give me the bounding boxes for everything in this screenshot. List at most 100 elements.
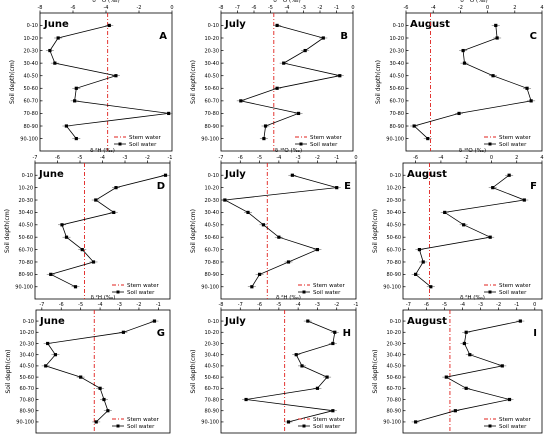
x-tick-label: 0 — [486, 5, 489, 11]
soil-water-point — [262, 136, 266, 141]
y-tick-label: 60-70 — [19, 386, 34, 392]
y-tick-label: 20-30 — [386, 198, 401, 204]
soil-water-point — [239, 99, 243, 103]
legend-soil-label: Soil water — [313, 290, 341, 296]
y-tick-label: 0-10 — [390, 173, 401, 179]
soil-water-point — [306, 319, 310, 323]
month-label: August — [407, 169, 447, 180]
soil-water-point — [223, 198, 227, 202]
y-tick-label: 50-60 — [204, 375, 219, 381]
x-tick-label: -1 — [334, 5, 339, 11]
y-axis-title: Soil depth(cm) — [4, 209, 11, 253]
y-tick-label: 0-10 — [393, 23, 404, 29]
y-tick-label: 10-20 — [386, 330, 401, 336]
soil-water-point — [250, 285, 254, 289]
soil-water-point — [495, 36, 499, 40]
panel-frame — [39, 12, 173, 152]
soil-water-point — [98, 386, 102, 390]
y-tick-label: 60-70 — [389, 99, 404, 105]
y-tick-label: 10-20 — [386, 185, 401, 191]
x-tick-label: -7 — [39, 302, 44, 308]
soil-water-point — [275, 86, 279, 90]
x-tick-label: -5 — [268, 5, 273, 11]
x-tick-label: -4 — [438, 155, 443, 161]
legend-stem-label: Stem water — [127, 283, 160, 289]
legend-soil-marker — [116, 424, 120, 428]
y-tick-label: 70-80 — [204, 397, 219, 403]
panel-letter: D — [157, 181, 165, 192]
panel-letter: H — [343, 328, 351, 339]
soil-water-point — [79, 375, 83, 379]
y-tick-label: 60-70 — [386, 247, 401, 253]
x-tick-label: -5 — [276, 302, 281, 308]
soil-water-point — [421, 260, 425, 264]
y-tick-label: 0-10 — [208, 23, 219, 29]
x-tick-label: -5 — [78, 302, 83, 308]
legend-stem-label: Stem water — [129, 135, 162, 141]
y-tick-label: 10-20 — [204, 330, 219, 336]
soil-water-point — [257, 272, 262, 276]
legend-stem-label: Stem water — [313, 283, 346, 289]
x-tick-label: -6 — [59, 302, 64, 308]
y-tick-label: 80-90 — [204, 124, 219, 130]
soil-water-point — [49, 272, 53, 276]
soil-water-point — [321, 36, 325, 40]
legend-soil-label: Soil water — [499, 142, 527, 148]
x-tick-label: 0 — [490, 155, 493, 161]
x-tick-label: -2 — [315, 155, 320, 161]
legend-stem-label: Stem water — [313, 417, 346, 423]
x-tick-label: 0 — [351, 5, 354, 11]
x-tick-label: -8 — [38, 5, 43, 11]
soil-water-line — [413, 25, 532, 139]
y-tick-label: 70-80 — [386, 397, 401, 403]
x-tick-label: -7 — [33, 155, 38, 161]
legend-soil-label: Soil water — [127, 424, 155, 430]
y-tick-label: 80-90 — [204, 272, 219, 278]
panel-frame — [220, 12, 354, 152]
soil-water-point — [500, 364, 504, 368]
y-tick-label: 20-30 — [19, 341, 34, 347]
y-tick-label: 40-50 — [23, 74, 38, 80]
y-tick-label: 50-60 — [18, 235, 33, 241]
x-tick-label: -1 — [334, 155, 339, 161]
y-tick-label: 30-40 — [204, 352, 219, 358]
x-tick-label: -6 — [404, 5, 409, 11]
x-tick-label: -4 — [276, 155, 281, 161]
y-tick-label: 30-40 — [386, 352, 401, 358]
y-tick-label: 50-60 — [389, 86, 404, 92]
soil-water-point — [53, 61, 57, 65]
y-tick-label: 40-50 — [386, 223, 401, 229]
x-tick-label: 0 — [354, 155, 357, 161]
legend-soil-marker — [488, 290, 492, 294]
y-tick-label: 40-50 — [204, 364, 219, 370]
y-tick-label: 60-70 — [18, 247, 33, 253]
legend-stem-label: Stem water — [499, 417, 532, 423]
soil-water-point — [461, 48, 465, 53]
x-axis-title: δ ¹⁸O (‰) — [92, 0, 119, 4]
soil-water-point — [167, 111, 171, 116]
soil-water-point — [315, 386, 320, 390]
soil-water-point — [488, 235, 492, 239]
x-axis-title: δ ²H (‰) — [91, 294, 116, 301]
panel-letter: G — [157, 328, 165, 339]
legend-stem-label: Stem water — [499, 283, 532, 289]
y-tick-label: 0-10 — [22, 173, 33, 179]
y-tick-label: 60-70 — [386, 386, 401, 392]
y-tick-label: 20-30 — [389, 48, 404, 54]
x-tick-label: -3 — [123, 155, 128, 161]
soil-water-point — [417, 247, 422, 252]
soil-water-point — [414, 272, 418, 276]
x-tick-label: -7 — [235, 5, 240, 11]
x-tick-label: 4 — [540, 5, 543, 11]
x-tick-label: -6 — [424, 302, 429, 308]
soil-water-point — [412, 124, 416, 128]
soil-water-point — [522, 198, 526, 202]
legend-soil-marker — [302, 290, 306, 294]
soil-water-point — [60, 223, 64, 227]
month-label: June — [39, 316, 65, 327]
x-tick-label: -3 — [296, 155, 301, 161]
legend-soil-label: Soil water — [313, 424, 341, 430]
month-label: June — [43, 19, 69, 30]
panel-letter: A — [159, 31, 167, 42]
x-axis-title: δ ¹⁸O (‰) — [273, 0, 300, 4]
